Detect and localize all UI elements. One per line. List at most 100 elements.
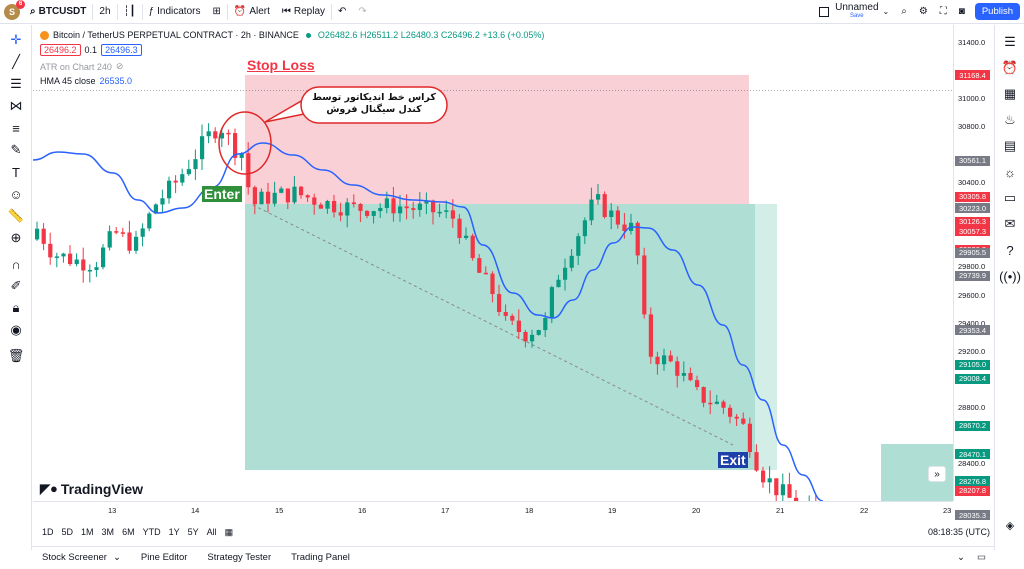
maximize-panel-icon[interactable]: ▭ [977,552,986,563]
ideas-button[interactable]: ☼ [995,159,1024,185]
scroll-to-realtime-button[interactable]: » [928,466,946,482]
footer-tab[interactable]: Stock Screener ⌄ [42,552,121,563]
candle [635,221,640,265]
hotlists-button[interactable]: ♨ [995,107,1024,133]
redo-button[interactable]: ↷ [352,0,372,24]
magnet-tool[interactable]: ∩ [0,253,32,275]
candle [708,390,713,415]
brush-tool[interactable]: ✎ [0,139,32,161]
price-badge[interactable]: 31168.4 [955,70,990,81]
range-button-all[interactable]: All [206,526,217,537]
undo-button[interactable]: ↶ [332,0,352,24]
notification-badge: 6 [16,0,25,9]
calendar-button[interactable]: ▤ [995,133,1024,159]
take-profit-zone[interactable] [245,204,755,470]
range-button-5y[interactable]: 5Y [187,526,199,537]
eye-off-icon[interactable]: ⊘ [115,61,124,71]
trend-line-tool[interactable]: ╱ [0,51,32,73]
footer-tab[interactable]: Trading Panel [291,552,350,563]
interval-button[interactable]: 2h [99,6,111,17]
candle [503,304,508,321]
measure-tool[interactable]: 📏 [0,205,32,227]
sell-button[interactable]: 26496.2 [40,44,81,56]
range-button-1y[interactable]: 1Y [168,526,180,537]
horizontal-line-tool[interactable]: ☰ [0,73,32,95]
price-badge[interactable]: 28670.2 [955,420,990,431]
price-badge[interactable]: 29008.4 [955,373,990,384]
symbol-search[interactable]: ⌕ BTCUSDT [24,0,92,24]
range-button-1d[interactable]: 1D [42,526,54,537]
range-button-3m[interactable]: 3M [101,526,115,537]
stay-drawing-tool[interactable]: ✐ [0,275,32,297]
notes-button[interactable]: ✉ [995,211,1024,237]
templates-button[interactable]: ⊞ [206,0,226,24]
price-badge[interactable]: 30223.0 [955,203,990,214]
fib-tool[interactable]: ≡ [0,117,32,139]
icon-tool[interactable]: ☺ [0,183,32,205]
indicators-icon: ƒ [148,6,155,17]
price-badge[interactable]: 30561.1 [955,155,990,166]
price-axis[interactable]: 31400.031000.030800.030400.030200.029800… [953,25,994,501]
atr-indicator-label[interactable]: ATR on Chart 240 [40,61,112,72]
snapshot-button[interactable]: ◙ [953,0,971,24]
broadcast-button[interactable]: ((•)) [995,263,1024,289]
chat-button[interactable]: ▭ [995,185,1024,211]
price-badge[interactable]: 28035.3 [955,510,990,521]
price-badge[interactable]: 28207.8 [955,485,990,496]
date-range-icon[interactable]: ▦ [224,526,234,537]
range-button-6m[interactable]: 6M [122,526,135,537]
time-axis[interactable]: 13 14 15 16 17 18 19 20 21 22 23 [33,501,953,519]
avatar[interactable]: S 6 [0,0,25,24]
candle [761,466,766,488]
clock[interactable]: 08:18:35 (UTC) [927,527,990,537]
candle [101,243,106,270]
candle [497,284,502,316]
candle [582,217,587,245]
fullscreen-button[interactable]: ⛶ [934,0,953,24]
layers-button[interactable]: ◈ [995,512,1024,538]
buy-button[interactable]: 26496.3 [101,44,142,56]
lock-tool[interactable]: 🔒︎ [0,297,32,319]
alerts-button[interactable]: ⏰ [995,55,1024,81]
price-badge[interactable]: 30305.8 [955,191,990,202]
price-badge[interactable]: 30126.3 [955,216,990,227]
range-button-ytd[interactable]: YTD [142,526,161,537]
layout-button[interactable]: Unnamed Save ⌄ [813,0,895,24]
price-chart[interactable] [33,25,953,501]
candle [787,472,792,499]
hma-indicator-label[interactable]: HMA 45 close [40,76,96,86]
indicators-button[interactable]: ƒ Indicators [143,0,207,24]
publish-button[interactable]: Publish [971,0,1024,24]
replay-button[interactable]: ⏮ Replay [276,0,331,24]
price-badge[interactable]: 28276.8 [955,476,990,487]
candle [668,350,673,363]
footer-tab[interactable]: Pine Editor [141,552,187,563]
quick-search-button[interactable]: ⌕ [895,0,913,24]
candle [351,194,356,208]
text-tool[interactable]: T [0,161,32,183]
hide-tool[interactable]: ◉ [0,319,32,341]
candle [318,202,323,209]
pattern-tool[interactable]: ⋈ [0,95,32,117]
zoom-tool[interactable]: ⊕ [0,227,32,249]
chart-type-button[interactable]: ┆┃ [118,0,142,24]
range-button-5d[interactable]: 5D [61,526,74,537]
watchlist-button[interactable]: ☰ [995,29,1024,55]
remove-tool[interactable]: 🗑︎ [0,345,32,367]
settings-button[interactable]: ⚙ [913,0,934,24]
price-badge[interactable]: 28470.1 [955,449,990,460]
price-badge[interactable]: 29905.5 [955,247,990,258]
price-badge[interactable]: 29105.0 [955,359,990,370]
price-axis-label: 29200.0 [958,346,986,356]
minimize-panel-icon[interactable]: ⌄ [957,552,966,563]
help-button[interactable]: ? [995,237,1024,263]
range-button-1m[interactable]: 1M [81,526,94,537]
data-window-button[interactable]: ▦ [995,81,1024,107]
footer-tab[interactable]: Strategy Tester [207,552,271,563]
alert-button[interactable]: ⏰ Alert [228,0,276,24]
price-badge[interactable]: 29353.4 [955,325,990,336]
price-badge[interactable]: 30057.3 [955,226,990,237]
drawing-toolbar: ✛ ╱ ☰ ⋈ ≡ ✎ T ☺ 📏 ⊕ ∩ ✐ 🔒︎ ◉ 🗑︎ [0,25,32,550]
price-badge[interactable]: 29739.9 [955,270,990,281]
crosshair-tool[interactable]: ✛ [0,29,32,51]
